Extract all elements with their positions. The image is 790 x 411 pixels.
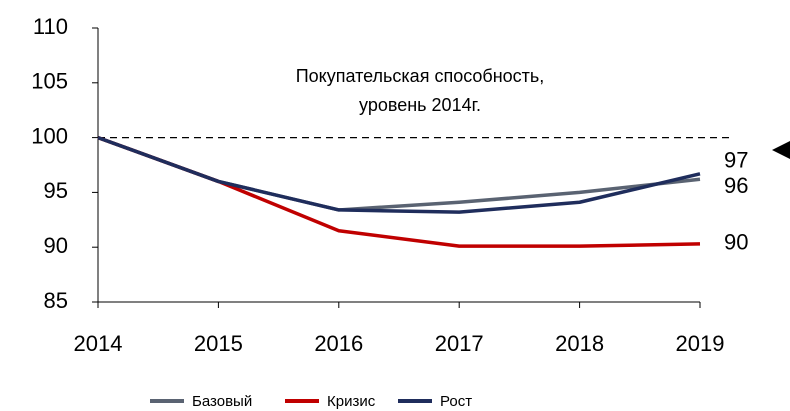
- annotation: Покупательская способность,: [296, 66, 545, 86]
- value-label: 90: [724, 230, 748, 255]
- y-tick-label: 95: [44, 178, 68, 203]
- y-tick-label: 100: [31, 123, 68, 148]
- x-tick-label: 2016: [314, 331, 363, 356]
- series-line: [97, 135, 701, 248]
- y-tick-label: 90: [44, 233, 68, 258]
- x-tick-label: 2017: [435, 331, 484, 356]
- legend-label: Кризис: [327, 393, 376, 410]
- annotation: уровень 2014г.: [359, 95, 481, 115]
- y-tick-label: 110: [33, 14, 68, 39]
- x-tick-label: 2019: [676, 331, 725, 356]
- x-tick-label: 2015: [194, 331, 243, 356]
- y-tick-label: 85: [44, 288, 68, 313]
- arrow-marker: [772, 141, 790, 159]
- y-tick-label: 105: [31, 69, 68, 94]
- x-tick-label: 2018: [555, 331, 604, 356]
- value-label: 96: [724, 173, 748, 198]
- x-tick-label: 2014: [74, 331, 123, 356]
- legend-label: Базовый: [192, 393, 252, 410]
- value-label: 97: [724, 148, 748, 173]
- series-line: [97, 135, 701, 214]
- series-line: [97, 135, 701, 212]
- legend-label: Рост: [440, 393, 472, 410]
